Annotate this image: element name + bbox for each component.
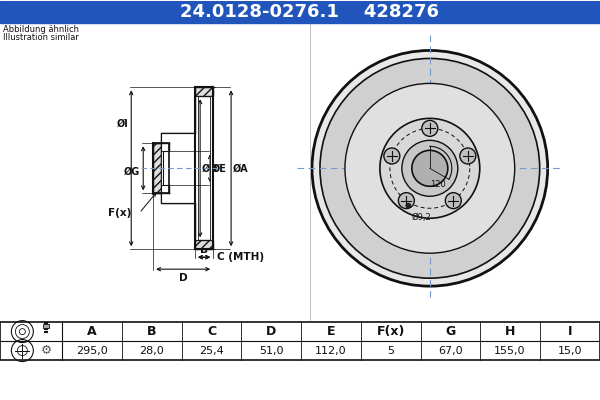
Bar xyxy=(195,88,213,96)
Text: H: H xyxy=(505,325,515,338)
Circle shape xyxy=(398,193,415,209)
Text: I: I xyxy=(568,325,572,338)
Bar xyxy=(1,0,599,22)
Text: 5: 5 xyxy=(387,346,394,356)
Circle shape xyxy=(384,148,400,164)
Text: 15,0: 15,0 xyxy=(557,346,582,356)
Text: ØA: ØA xyxy=(233,163,249,173)
Bar xyxy=(210,96,213,240)
Bar xyxy=(1,322,599,360)
Text: Abbildung ähnlich: Abbildung ähnlich xyxy=(4,26,79,34)
Text: F(x): F(x) xyxy=(376,325,405,338)
Text: 112,0: 112,0 xyxy=(315,346,347,356)
Text: Ø9,2: Ø9,2 xyxy=(412,213,431,222)
Text: ⚙: ⚙ xyxy=(41,344,52,357)
Text: ØE: ØE xyxy=(212,163,227,173)
Bar xyxy=(153,143,161,193)
Text: C (MTH): C (MTH) xyxy=(217,252,264,262)
Bar xyxy=(195,240,213,249)
Text: D: D xyxy=(179,273,187,283)
Circle shape xyxy=(312,50,548,286)
Text: 25,4: 25,4 xyxy=(199,346,224,356)
Bar xyxy=(161,133,195,143)
Text: 28,0: 28,0 xyxy=(139,346,164,356)
Text: B: B xyxy=(200,245,208,255)
Circle shape xyxy=(345,84,515,253)
Text: F(x): F(x) xyxy=(108,208,131,218)
Text: B: B xyxy=(147,325,157,338)
Text: 24.0128-0276.1    428276: 24.0128-0276.1 428276 xyxy=(181,2,439,20)
Text: 295,0: 295,0 xyxy=(76,346,108,356)
Bar xyxy=(153,143,169,193)
Text: C: C xyxy=(207,325,216,338)
Text: ØH: ØH xyxy=(202,163,218,173)
Text: E: E xyxy=(327,325,335,338)
Text: Illustration similar: Illustration similar xyxy=(4,34,79,42)
Bar xyxy=(43,324,49,328)
Circle shape xyxy=(402,140,458,196)
Bar xyxy=(161,193,195,203)
Bar xyxy=(163,143,169,193)
Text: ØG: ØG xyxy=(124,166,140,176)
Circle shape xyxy=(460,148,476,164)
Circle shape xyxy=(422,120,438,136)
Circle shape xyxy=(412,150,448,186)
Text: G: G xyxy=(445,325,455,338)
Bar xyxy=(161,151,163,185)
Text: 51,0: 51,0 xyxy=(259,346,284,356)
Circle shape xyxy=(406,203,411,208)
Circle shape xyxy=(445,193,461,209)
Text: A: A xyxy=(88,325,97,338)
Bar xyxy=(195,96,198,240)
Circle shape xyxy=(380,118,480,218)
Text: ØI: ØI xyxy=(116,119,128,129)
Circle shape xyxy=(320,58,539,278)
Text: D: D xyxy=(266,325,277,338)
Text: 120: 120 xyxy=(430,180,446,189)
Text: 155,0: 155,0 xyxy=(494,346,526,356)
Bar xyxy=(161,133,195,203)
Text: 67,0: 67,0 xyxy=(438,346,463,356)
